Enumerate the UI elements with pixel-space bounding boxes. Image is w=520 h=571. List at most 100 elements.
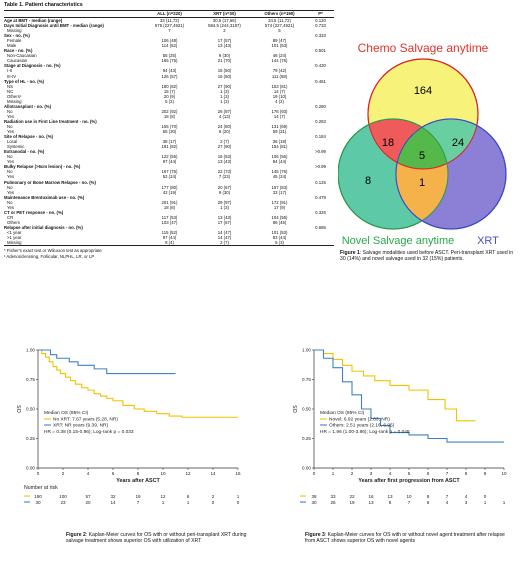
table-cell: 1 (3): [220, 204, 229, 210]
x-tick-label: 4: [87, 471, 90, 476]
table-cell: 14 (7): [273, 113, 286, 119]
table-cell: 30.5 (17,66): [212, 18, 237, 23]
column-header: P*: [307, 10, 334, 18]
table-cell: 59 (31): [272, 129, 287, 135]
figure-2-caption: Figure 2: Kaplan-Meier curves for OS wit…: [66, 532, 256, 545]
table-cell: 15 (50): [217, 68, 232, 74]
table-cell: 104 (55): [271, 214, 288, 220]
table-row: Others 103 (47) 17 (57) 86 (45): [4, 220, 334, 225]
risk-count: 19: [135, 494, 141, 499]
table-cell: 1 (3): [220, 93, 229, 99]
row-label: Female: [7, 38, 22, 44]
caption-label: Figure 1: [340, 250, 360, 256]
risk-count: 22: [349, 494, 355, 499]
y-axis-label: OS: [17, 405, 23, 413]
row-label: III-IV: [7, 73, 17, 79]
row-label: Yes: [7, 113, 15, 119]
table-row: Yes 18 (8) 4 (13) 14 (7): [4, 114, 334, 119]
table-cell: 33 (11,72): [159, 18, 180, 23]
table-row: No 177 (80) 20 (67) 157 (83): [4, 185, 334, 190]
table-cell: 155 (70): [161, 123, 178, 129]
row-label: Yes: [7, 129, 15, 135]
x-tick-label: 0: [313, 471, 316, 476]
table-cell: 86 (45): [272, 219, 287, 225]
table-cell: 115 (52): [161, 229, 178, 235]
chemo-outline: [367, 58, 479, 170]
table-header-row: ALL (n=220) XRT (n=30) Others (n=190) P*: [4, 10, 334, 18]
risk-count: 6: [187, 494, 190, 499]
row-label: Maintenance Brentuximab use - no. (%): [4, 194, 85, 200]
table-cell: 0.280: [315, 103, 326, 109]
row-label: Age at BMT - median (range): [4, 18, 63, 23]
x-tick-label: 14: [210, 471, 216, 476]
table-row: Allotransplant - no. (%) 0.280: [4, 104, 334, 109]
risk-count: 1: [187, 500, 190, 505]
row-label: NC: [7, 88, 14, 94]
table-cell: 15 (50): [217, 73, 232, 79]
row-label: Yes: [7, 189, 15, 195]
table-footnotes: * Fisher's exact test or Wilcoxon test a…: [4, 248, 334, 260]
legend-entry: Others: 2.51 years (2.16, 6.95): [329, 423, 395, 429]
table-row: Days Initial Diagnosis until BMT - media…: [4, 23, 334, 28]
legend-entry: No XRT: 7.67 years (5.28, NR): [53, 417, 118, 423]
table-cell: 0.430: [315, 63, 326, 69]
table-row: III-IV 126 (57) 15 (50) 111 (58): [4, 74, 334, 79]
table-cell: 5: [278, 28, 281, 34]
table-cell: 94 (43): [162, 68, 177, 74]
table-cell: 574 (227,4921): [264, 23, 295, 29]
risk-count: 8: [389, 500, 392, 505]
table-cell: 33 (17): [272, 189, 287, 195]
table-cell: 0.120: [315, 18, 326, 23]
risk-count: 4: [465, 494, 468, 499]
novel-label: Novel Salvage anytime: [342, 235, 455, 247]
table-cell: 122 (55): [161, 154, 178, 160]
table-cell: 0.461: [315, 78, 326, 84]
table-row: Pulmonary or Bone Marrow Relapse - no. (…: [4, 180, 334, 185]
risk-count: 1: [162, 500, 165, 505]
row-label: Male: [7, 43, 17, 49]
risk-count: 0: [212, 500, 215, 505]
table-cell: 13 (43): [217, 214, 232, 220]
row-label: NS: [7, 83, 13, 89]
risk-count: 13: [387, 494, 393, 499]
table-row: Site of Relapse - no. (%) 0.184: [4, 134, 334, 139]
risk-count: 10: [406, 494, 412, 499]
table-cell: 0.325: [315, 209, 326, 215]
table-cell: 106 (56): [271, 154, 288, 160]
row-label: Site of Relapse - no. (%): [4, 134, 53, 140]
y-tick-label: 1.00: [302, 348, 311, 353]
row-label: CT or PET response - no. (%): [4, 209, 64, 215]
row-label: No: [7, 184, 13, 190]
risk-count: 23: [60, 500, 66, 505]
x-tick-label: 8: [465, 471, 468, 476]
table-row: Maintenance Brentuximab use - no. (%) 0.4…: [4, 195, 334, 200]
y-tick-label: 0.50: [302, 407, 311, 412]
row-label: Radiation use in First Line treatment - …: [4, 118, 97, 124]
risk-count: 7: [137, 500, 140, 505]
table-cell: 13 (43): [217, 159, 232, 165]
caption-label: Figure 3: [305, 532, 325, 538]
row-label: No: [7, 199, 13, 205]
table-cell: 36 (19): [272, 139, 287, 145]
table-row: Others¹ 20 (9) 1 (3) 19 (10): [4, 94, 334, 99]
table-cell: 17 (57): [217, 38, 232, 44]
table-cell: 79 (42): [272, 68, 287, 74]
risk-count: 57: [85, 494, 91, 499]
figure-1-caption: Figure 1: Salvage modalities used before…: [340, 250, 516, 263]
row-label: Stage at Diagnosis - no. (%): [4, 63, 61, 69]
table-cell: 9 (30): [218, 53, 231, 59]
x-tick-label: 2: [62, 471, 65, 476]
table-cell: 27 (90): [217, 83, 232, 89]
venn-diagram: Chemo Salvage anytime Novel Salvage anyt…: [338, 34, 520, 279]
table-row: No 202 (92) 26 (87) 176 (93): [4, 109, 334, 114]
row-label: I-II: [7, 68, 13, 74]
region-chemo-only: 164: [414, 85, 432, 97]
km-curve-xrt: [38, 349, 176, 375]
x-tick-label: 4: [389, 471, 392, 476]
row-label: Systemic: [7, 144, 25, 150]
table-cell: 22 (73): [217, 169, 232, 175]
legend-entry: Novel: 6.92 years (2.63, NR): [329, 417, 390, 423]
table-row: Bulky Relapse (>5cm lesion) - no. (%) >0.…: [4, 164, 334, 169]
table-cell: 0.283: [315, 118, 326, 124]
table-cell: 14 (7): [273, 88, 286, 94]
